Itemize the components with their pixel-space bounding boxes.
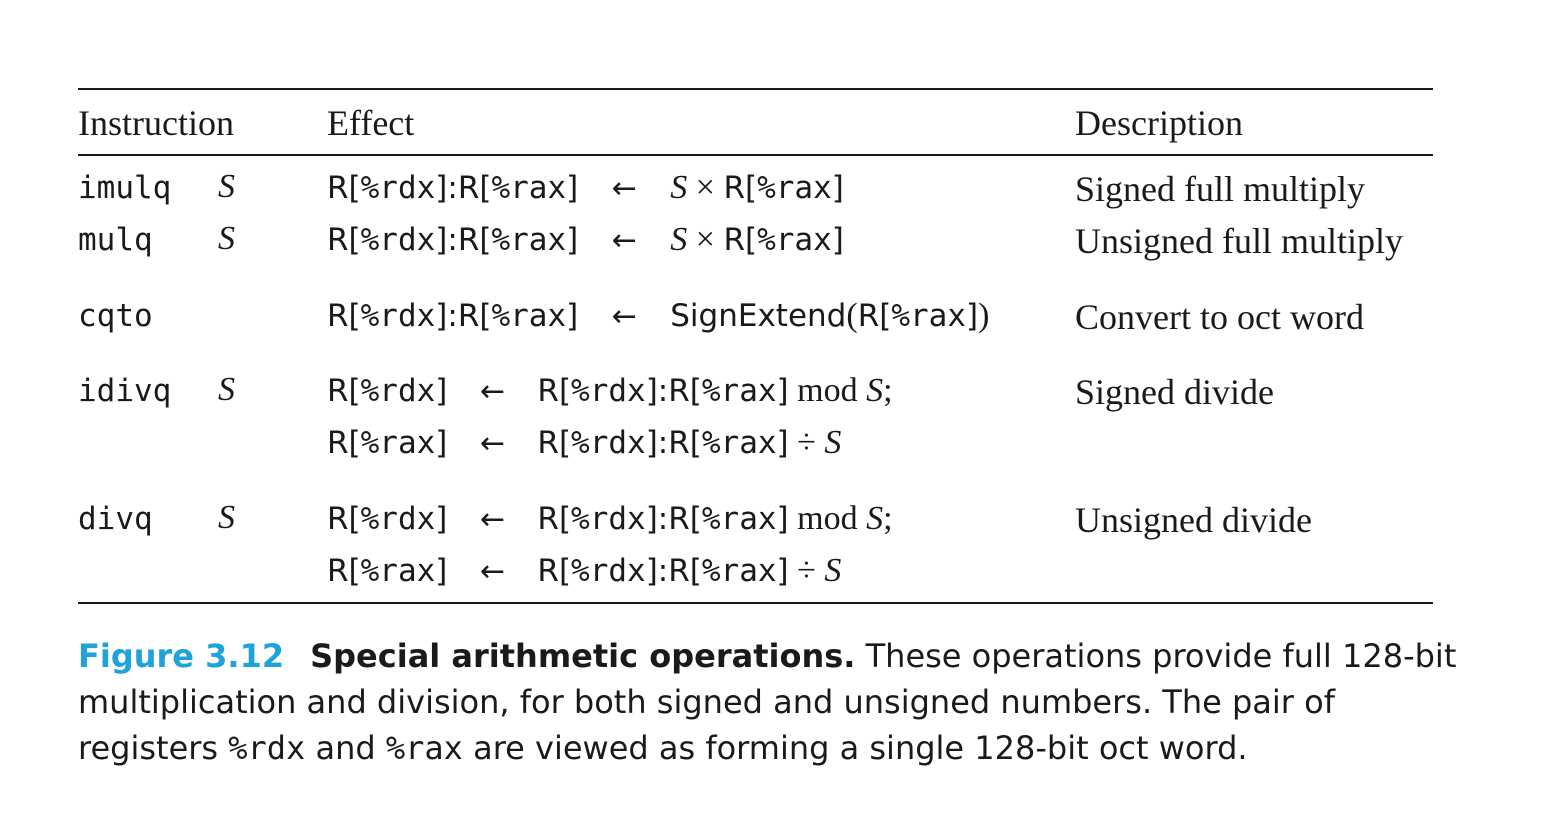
effect-lhs: R[%rdx]:R[%rax] — [327, 298, 579, 334]
assign-arrow: ← — [611, 171, 637, 206]
row-mnemonic: mulq — [78, 222, 153, 258]
effect-lhs: R[%rax] — [327, 425, 448, 461]
row-effect: R[%rdx]:R[%rax] ← SignExtend(R[%rax]) — [327, 297, 989, 335]
header-description: Description — [1075, 103, 1243, 143]
effect-lhs: R[%rdx]:R[%rax] — [327, 170, 579, 206]
row-mnemonic: divq — [78, 501, 153, 537]
caption-register-rax: %rax — [385, 729, 463, 767]
assign-arrow: ← — [479, 374, 505, 409]
row-mnemonic: idivq — [78, 373, 172, 409]
row-mnemonic: imulq — [78, 170, 172, 206]
row-operand: S — [218, 220, 235, 257]
assign-arrow: ← — [479, 502, 505, 537]
effect-lhs: R[%rdx] — [327, 373, 448, 409]
effect-rhs: R[%rdx]:R[%rax] ÷ S — [537, 552, 842, 589]
row-operand: S — [218, 371, 235, 408]
row-description: Unsigned full multiply — [1075, 221, 1403, 261]
row-description: Unsigned divide — [1075, 500, 1312, 540]
row-description: Signed divide — [1075, 372, 1274, 412]
header-instruction: Instruction — [78, 103, 234, 143]
row-effect-line2: R[%rax] ← R[%rdx]:R[%rax] ÷ S — [327, 424, 841, 462]
row-operand: S — [218, 499, 235, 536]
row-effect-line2: R[%rax] ← R[%rdx]:R[%rax] ÷ S — [327, 552, 841, 590]
row-operand: S — [218, 168, 235, 205]
caption-text: and — [305, 729, 386, 767]
effect-rhs: SignExtend(R[%rax]) — [670, 297, 990, 334]
effect-rhs: R[%rdx]:R[%rax] mod S; — [537, 372, 893, 409]
row-mnemonic: cqto — [78, 298, 153, 334]
table-bottom-rule — [78, 602, 1433, 604]
effect-lhs: R[%rdx] — [327, 501, 448, 537]
row-effect: R[%rdx]:R[%rax] ← S × R[%rax] — [327, 169, 844, 207]
effect-rhs: S × R[%rax] — [670, 221, 844, 258]
table-top-rule — [78, 88, 1433, 90]
figure-caption: Figure 3.12 Special arithmetic operations… — [78, 633, 1468, 771]
effect-lhs: R[%rdx]:R[%rax] — [327, 222, 579, 258]
assign-arrow: ← — [479, 554, 505, 589]
effect-rhs: S × R[%rax] — [670, 169, 844, 206]
effect-rhs: R[%rdx]:R[%rax] mod S; — [537, 500, 893, 537]
table-header-rule — [78, 154, 1433, 156]
caption-text: These operations provide full 128-bit mu… — [78, 637, 1457, 767]
row-effect-line1: R[%rdx] ← R[%rdx]:R[%rax] mod S; — [327, 500, 893, 538]
figure-label: Figure 3.12 — [78, 637, 285, 675]
caption-title: Special arithmetic operations. — [310, 637, 856, 675]
caption-text: are viewed as forming a single 128-bit o… — [462, 729, 1248, 767]
assign-arrow: ← — [611, 299, 637, 334]
effect-lhs: R[%rax] — [327, 553, 448, 589]
caption-register-rdx: %rdx — [228, 729, 306, 767]
effect-rhs: R[%rdx]:R[%rax] ÷ S — [537, 424, 842, 461]
assign-arrow: ← — [611, 223, 637, 258]
row-effect-line1: R[%rdx] ← R[%rdx]:R[%rax] mod S; — [327, 372, 893, 410]
assign-arrow: ← — [479, 426, 505, 461]
header-effect: Effect — [327, 103, 415, 143]
row-description: Convert to oct word — [1075, 297, 1364, 337]
row-description: Signed full multiply — [1075, 169, 1366, 209]
row-effect: R[%rdx]:R[%rax] ← S × R[%rax] — [327, 221, 844, 259]
